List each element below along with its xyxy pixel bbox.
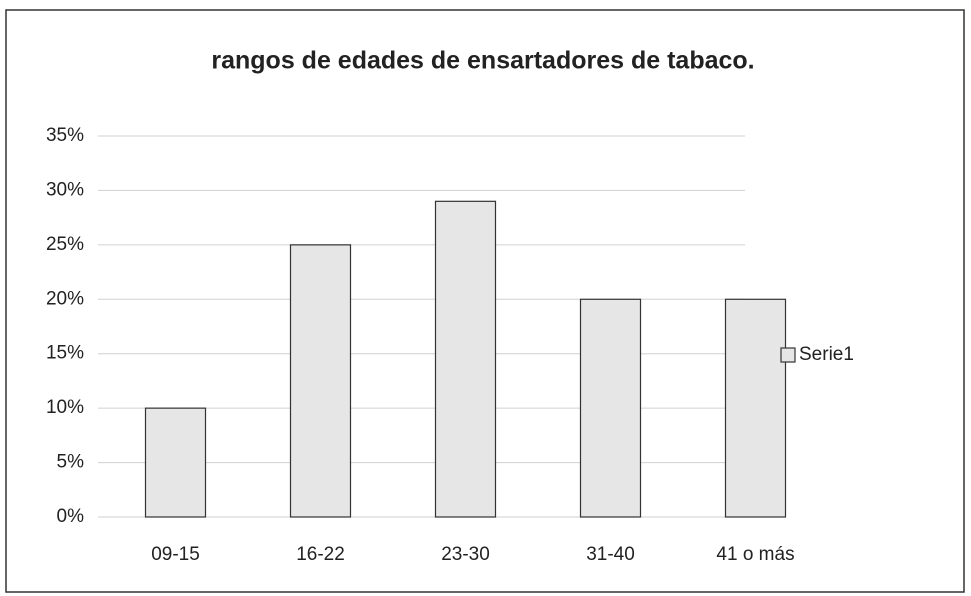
x-tick-label: 41 o más: [716, 544, 794, 565]
bar: [579, 298, 642, 518]
y-tick-label: 30%: [46, 179, 84, 200]
bar: [724, 298, 787, 518]
y-tick-label: 35%: [46, 125, 84, 146]
x-tick-label: 31-40: [586, 544, 635, 565]
y-tick-label: 0%: [57, 506, 85, 527]
legend-label: Serie1: [799, 344, 854, 365]
bar: [434, 200, 497, 518]
x-tick-label: 09-15: [151, 544, 200, 565]
y-tick-label: 25%: [46, 234, 84, 255]
y-tick-label: 10%: [46, 397, 84, 418]
x-tick-label: 16-22: [296, 544, 345, 565]
x-tick-label: 23-30: [441, 544, 490, 565]
y-tick-label: 20%: [46, 288, 84, 309]
bar: [289, 244, 352, 518]
chart-title: rangos de edades de ensartadores de taba…: [211, 47, 754, 75]
legend-swatch: [780, 347, 796, 363]
bar: [144, 407, 207, 518]
y-tick-label: 15%: [46, 343, 84, 364]
y-tick-label: 5%: [57, 452, 85, 473]
